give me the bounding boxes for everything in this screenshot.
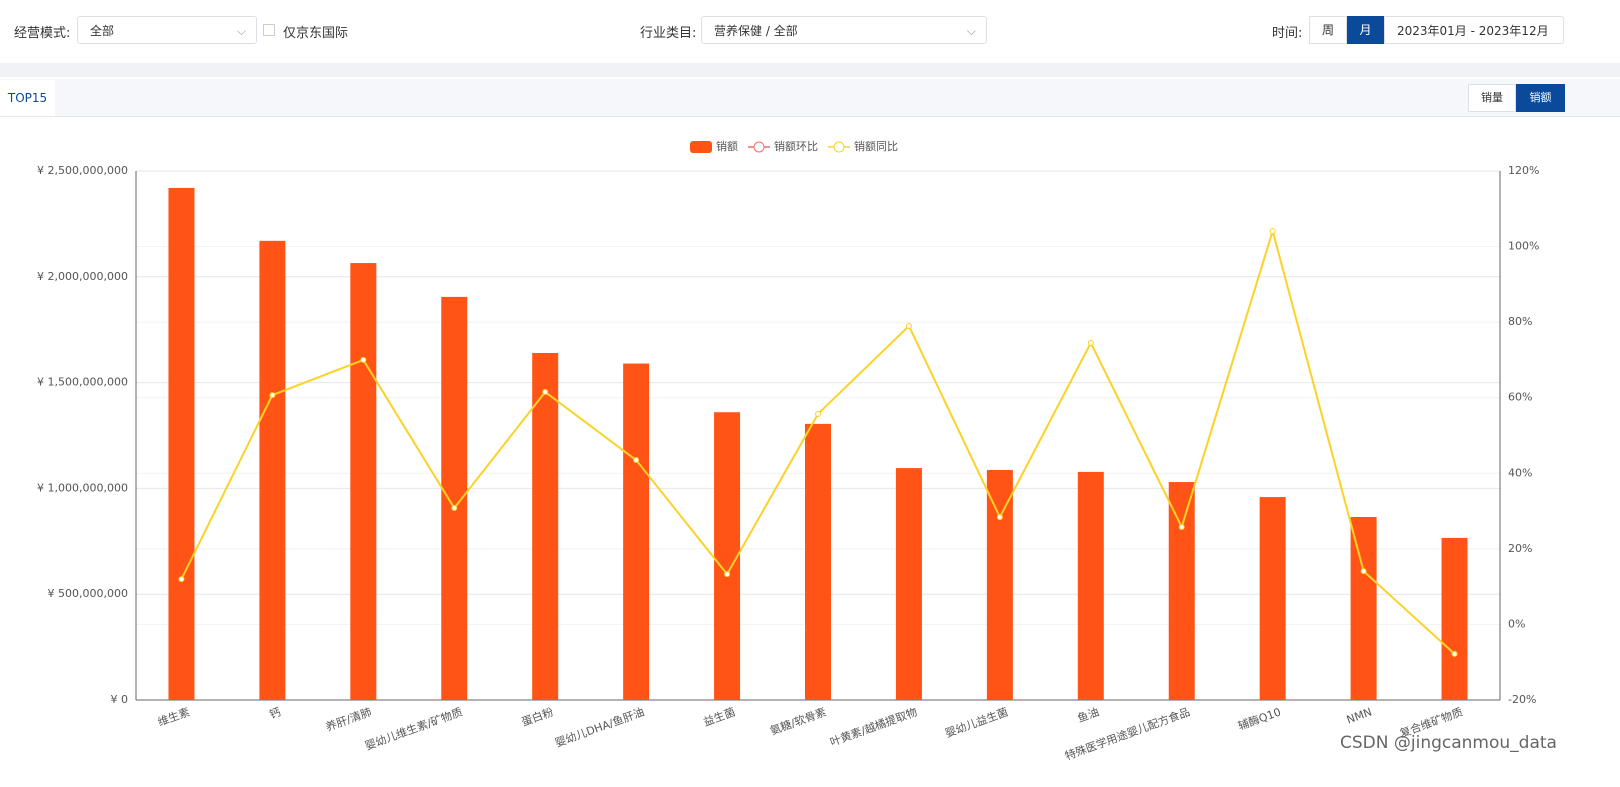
point [815,410,821,417]
bar [168,187,195,701]
legend-label: 销额 [716,139,738,153]
bar [1168,482,1195,700]
legend-swatch [753,141,765,153]
mode-value: 全部 [90,24,115,38]
y2-tick-label: 120% [1508,164,1539,177]
mode-label: 经营模式: [14,26,71,41]
bar [532,352,559,700]
chevron: ⌵ [236,24,246,38]
x-tick-label: 辅酶Q10 [1236,704,1283,732]
x-tick-label: 氨糖/软骨素 [768,704,828,737]
bar [895,468,922,700]
legend-label: 销额环比 [774,139,818,153]
range-text: 2023年01月 - 2023年12月 [1397,24,1549,38]
y2-tick-label: 60% [1508,391,1532,404]
point [724,571,731,578]
time-label: 时间: [1272,26,1303,41]
point [542,389,549,396]
bar [1441,537,1468,700]
y2-tick-label: 0% [1508,617,1525,630]
point [905,322,912,329]
category-value: 营养保健 / 全部 [714,24,798,38]
x-tick-label: 益生菌 [701,704,737,728]
divider [0,63,1620,77]
bar [350,263,377,700]
y2-tick-label: -20% [1508,693,1536,706]
legend-swatch [690,141,712,153]
x-tick-label: NMN [1345,705,1374,726]
point [360,356,367,363]
category-label: 行业类目: [640,26,697,41]
point [996,514,1003,521]
x-tick-label: 叶黄素/越橘提取物 [828,704,919,749]
chart: -20% 0% 20% 40% 60% 80% 100% 120% ¥ 0 ¥ 500,000,0… [37,139,1539,763]
x-tick-label: 婴幼儿益生菌 [943,704,1010,740]
x-tick-label: 钙 [267,704,282,721]
category-select[interactable]: 营养保健 / 全部 ⌵ [701,16,987,44]
bar [986,469,1013,700]
bar [441,296,468,700]
bar [1077,471,1104,700]
month-button[interactable]: 月 [1347,16,1384,44]
y2-tick-label: 100% [1508,240,1539,253]
bar [714,412,741,700]
bar [1350,516,1377,700]
x-tick-label: 维生素 [156,704,192,728]
point [633,457,640,464]
bar [1259,497,1286,700]
y2-tick-label: 20% [1508,542,1532,555]
watermark: CSDN @jingcanmou_data [1340,733,1557,753]
point [1178,523,1185,530]
y-tick-label: ¥ 2,000,000,000 [37,270,128,283]
point [1087,339,1094,346]
bar [623,363,650,700]
x-tick-label: 蛋白粉 [519,704,555,728]
point [451,505,458,512]
x-tick-label: 鱼油 [1075,704,1100,725]
point [1451,650,1458,657]
tab-top15[interactable]: TOP15 [0,80,55,116]
x-tick-label: 婴幼儿DHA/鱼肝油 [553,704,646,749]
y2-tick-label: 80% [1508,315,1532,328]
checkbox[interactable] [263,24,275,36]
bar [805,423,831,700]
point [1360,568,1367,575]
week-button[interactable]: 周 [1309,16,1347,44]
legend-swatch [833,141,845,153]
date-range[interactable]: 2023年01月 - 2023年12月 [1384,16,1564,44]
legend-label: 销额同比 [854,139,898,153]
point [269,392,276,399]
point [178,576,185,583]
tab-bar [0,79,1620,117]
y2-tick-label: 40% [1508,466,1532,479]
chevron: ⌵ [966,24,976,38]
mode-select[interactable]: 全部 ⌵ [77,16,257,44]
jd-intl-label: 仅京东国际 [283,26,349,41]
volume-button[interactable]: 销量 [1468,84,1516,112]
y-tick-label: ¥ 1,500,000,000 [37,376,128,389]
point [1269,228,1276,235]
amount-button[interactable]: 销额 [1516,84,1565,112]
y-tick-label: ¥ 500,000,000 [48,587,128,600]
y-tick-label: ¥ 1,000,000,000 [37,481,128,494]
y-tick-label: ¥ 2,500,000,000 [37,164,128,177]
y-tick-label: ¥ 0 [111,693,129,706]
x-tick-label: 养肝/清肺 [324,704,374,733]
bar [259,240,286,700]
x-tick-label: 婴幼儿维生素/矿物质 [363,704,464,752]
